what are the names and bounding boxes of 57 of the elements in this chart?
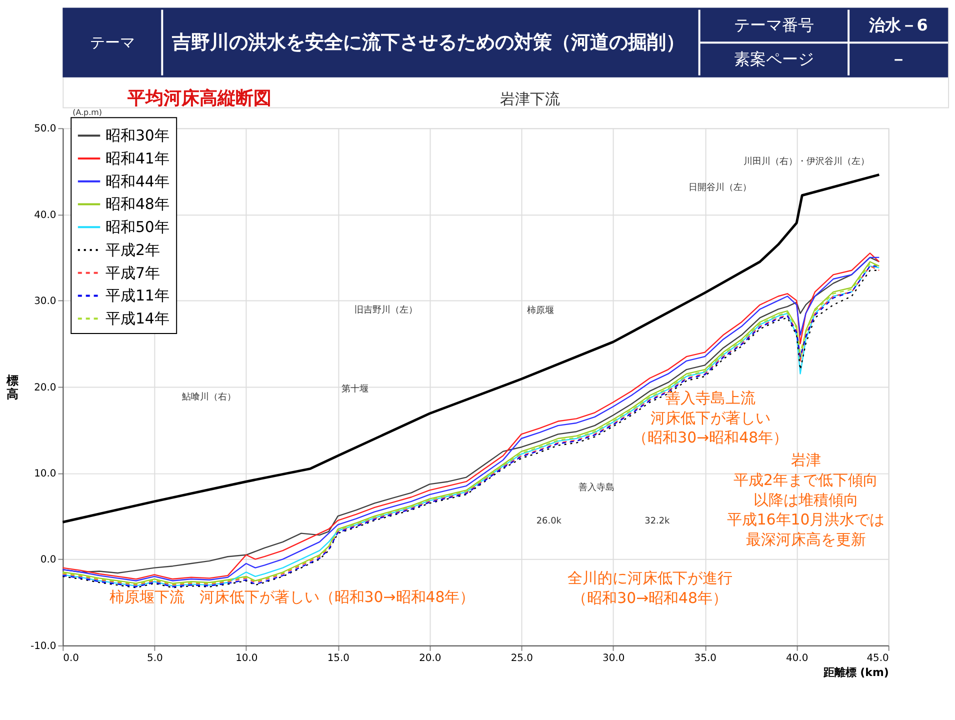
legend-label: 平成2年 — [105, 240, 160, 259]
text: 素案ページ — [734, 49, 814, 68]
annotation: 日開谷川（左） — [688, 182, 752, 193]
legend-label: 昭和41年 — [105, 149, 170, 168]
text: 岩津下流 — [500, 90, 560, 108]
y-axis-title: 標高 — [6, 373, 19, 402]
annotation: 河床低下が著しい — [650, 408, 770, 427]
annotation: （昭和30→昭和48年） — [572, 589, 728, 608]
x-axis-title: 距離標 (km) — [822, 666, 889, 679]
legend-label: 平成7年 — [105, 264, 160, 282]
annotation: 平成2年まで低下傾向 — [734, 470, 878, 489]
x-tick-label: 30.0 — [602, 652, 625, 664]
annotation: 旧吉野川（左） — [354, 304, 418, 316]
y-tick-label: 10.0 — [34, 468, 56, 480]
annotation: 鮎喰川（右） — [182, 391, 236, 402]
x-tick-label: 0.0 — [63, 652, 79, 664]
chart-subtitle: 平均河床高縦断図 — [126, 88, 272, 110]
legend-label: 昭和50年 — [105, 218, 170, 236]
text: (A.p.m) — [72, 108, 102, 118]
legend-label: 昭和30年 — [105, 126, 170, 145]
x-tick-label: 20.0 — [419, 652, 442, 664]
x-tick-label: 45.0 — [866, 652, 889, 664]
annotation: 以降は堆積傾向 — [753, 490, 858, 509]
x-tick-label: 5.0 — [147, 652, 163, 664]
annotation: 柿原堰 — [526, 305, 554, 316]
chart-title: 吉野川の洪水を安全に流下させるための対策（河道の掘削） — [171, 32, 686, 54]
annotation: 善入寺島 — [578, 482, 615, 493]
annotation: 第十堰 — [342, 384, 369, 395]
text: テーマ — [90, 34, 135, 52]
annotation: 柿原堰下流 河床低下が著しい（昭和30→昭和48年） — [109, 588, 475, 606]
legend-label: 昭和48年 — [105, 195, 170, 214]
annotation: 岩津 — [790, 451, 821, 470]
legend-label: 平成14年 — [105, 310, 170, 328]
text: 治水－6 — [868, 16, 928, 35]
legend-label: 平成11年 — [105, 286, 170, 305]
x-tick-label: 10.0 — [236, 652, 258, 664]
x-tick-label: 40.0 — [786, 652, 808, 664]
annotation: 最深河床高を更新 — [746, 530, 866, 548]
x-tick-label: 35.0 — [694, 652, 716, 664]
annotation: 全川的に河床低下が進行 — [567, 569, 732, 588]
y-tick-label: -10.0 — [30, 640, 56, 652]
annotation: （昭和30→昭和48年） — [632, 428, 788, 447]
x-tick-label: 25.0 — [510, 652, 533, 664]
annotation: 川田川（右）・伊沢谷川（左） — [743, 156, 870, 168]
y-tick-label: 20.0 — [34, 382, 56, 394]
text: テーマ番号 — [734, 16, 814, 35]
text: － — [890, 49, 906, 68]
y-tick-label: 30.0 — [34, 296, 56, 308]
annotation: 平成16年10月洪水では — [726, 510, 885, 529]
legend-label: 昭和44年 — [105, 172, 170, 190]
annotation: 善入寺島上流 — [665, 389, 756, 408]
y-tick-label: 40.0 — [34, 210, 56, 221]
x-tick-label: 15.0 — [327, 652, 350, 664]
y-tick-label: 50.0 — [34, 124, 56, 135]
annotation: 26.0k — [536, 516, 562, 527]
annotation: 32.2k — [644, 516, 671, 527]
y-tick-label: 0.0 — [40, 554, 56, 566]
